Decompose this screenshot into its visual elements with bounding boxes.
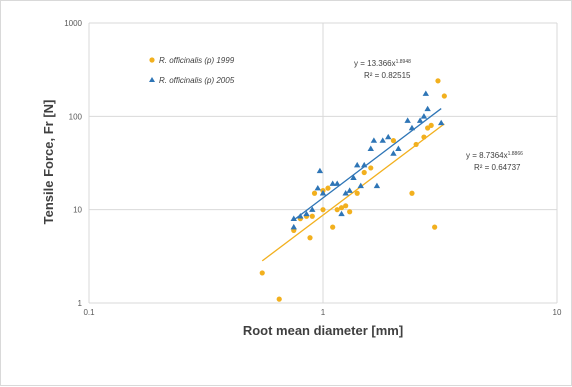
legend-marker-1999 bbox=[149, 57, 155, 63]
svg-text:y = 8.7364x1.8866: y = 8.7364x1.8866 bbox=[466, 151, 523, 160]
data-point-2005 bbox=[342, 190, 349, 196]
data-point-2005 bbox=[420, 113, 428, 119]
legend: R. officinalis (p) 1999 R. officinalis (… bbox=[149, 56, 235, 85]
x-axis-title: Root mean diameter [mm] bbox=[243, 323, 403, 338]
data-point-1999 bbox=[361, 169, 367, 176]
data-point-2005 bbox=[329, 180, 336, 186]
data-point-2005 bbox=[424, 105, 431, 112]
y-tick-label: 100 bbox=[69, 112, 83, 121]
data-point-1999 bbox=[343, 203, 349, 209]
x-tick-label: 1 bbox=[321, 308, 326, 317]
data-point-1999 bbox=[259, 270, 265, 276]
trendline-equation-2005: y = 13.366x bbox=[354, 59, 396, 68]
data-point-2005 bbox=[373, 182, 381, 189]
data-point-2005 bbox=[438, 119, 445, 126]
data-point-2005 bbox=[303, 210, 310, 217]
data-point-2005 bbox=[408, 124, 416, 131]
trendline-r2-1999: R² = 0.64737 bbox=[474, 163, 521, 172]
data-point-2005 bbox=[395, 145, 402, 151]
data-point-2005 bbox=[297, 213, 304, 219]
data-point-1999 bbox=[409, 190, 415, 196]
trendline-2005 bbox=[293, 108, 442, 221]
y-tick-label: 10 bbox=[73, 206, 82, 215]
trendline-r2-2005: R² = 0.82515 bbox=[364, 71, 411, 80]
data-point-2005 bbox=[338, 210, 345, 217]
grid bbox=[88, 22, 558, 304]
data-point-2005 bbox=[379, 137, 386, 143]
data-point-2005 bbox=[385, 133, 392, 140]
data-point-2005 bbox=[334, 180, 341, 186]
svg-text:y = 13.366x1.8948: y = 13.366x1.8948 bbox=[354, 59, 411, 68]
data-point-2005 bbox=[390, 150, 397, 156]
trendline-equation-1999: y = 8.7364x bbox=[466, 151, 508, 160]
y-tick-label: 1000 bbox=[64, 19, 82, 28]
data-point-2005 bbox=[361, 161, 368, 168]
data-point-1999 bbox=[390, 137, 397, 144]
data-point-2005 bbox=[319, 190, 327, 196]
trendline-1999 bbox=[261, 123, 445, 262]
data-point-1999 bbox=[320, 207, 326, 213]
data-point-1999 bbox=[325, 185, 331, 191]
data-point-2005 bbox=[350, 174, 357, 180]
data-point-1999 bbox=[432, 224, 438, 230]
data-point-2005 bbox=[357, 182, 364, 189]
legend-label-2005: R. officinalis (p) 2005 bbox=[159, 76, 235, 85]
data-point-2005 bbox=[353, 161, 361, 168]
y-tick-label: 1 bbox=[78, 299, 83, 308]
data-point-1999 bbox=[354, 190, 360, 196]
trendlines bbox=[261, 108, 445, 262]
data-points bbox=[259, 78, 447, 302]
data-point-1999 bbox=[435, 78, 441, 84]
data-point-1999 bbox=[309, 213, 315, 219]
data-point-2005 bbox=[404, 117, 411, 123]
data-point-1999 bbox=[311, 190, 318, 196]
data-point-2005 bbox=[370, 137, 378, 143]
x-tick-label: 10 bbox=[553, 308, 562, 317]
data-point-1999 bbox=[338, 205, 345, 211]
trendline-label-1999: y = 8.7364x1.8866 R² = 0.64737 bbox=[466, 151, 523, 172]
trendline-exponent-2005: 1.8948 bbox=[396, 59, 412, 65]
data-point-1999 bbox=[307, 235, 313, 241]
data-point-1999 bbox=[425, 125, 431, 131]
data-point-2005 bbox=[316, 167, 324, 174]
data-point-1999 bbox=[421, 134, 427, 140]
data-point-1999 bbox=[334, 207, 340, 213]
trendline-label-2005: y = 13.366x1.8948 R² = 0.82515 bbox=[354, 59, 411, 80]
data-point-1999 bbox=[368, 165, 374, 171]
y-axis-title: Tensile Force, Fr [N] bbox=[41, 100, 56, 225]
data-point-1999 bbox=[441, 93, 447, 99]
legend-label-1999: R. officinalis (p) 1999 bbox=[159, 56, 235, 65]
data-point-2005 bbox=[314, 184, 321, 191]
data-point-1999 bbox=[428, 122, 434, 128]
data-point-2005 bbox=[290, 215, 297, 221]
trendline-exponent-1999: 1.8866 bbox=[508, 151, 524, 157]
data-point-2005 bbox=[422, 90, 430, 96]
data-point-2005 bbox=[416, 117, 424, 123]
data-point-2005 bbox=[290, 223, 297, 230]
data-point-2005 bbox=[367, 145, 374, 151]
legend-marker-2005 bbox=[149, 77, 155, 82]
data-point-1999 bbox=[276, 296, 282, 302]
x-tick-label: 0.1 bbox=[83, 308, 95, 317]
data-point-2005 bbox=[309, 206, 316, 212]
data-point-1999 bbox=[347, 209, 353, 215]
data-point-1999 bbox=[330, 224, 336, 230]
data-point-2005 bbox=[346, 187, 353, 193]
data-point-1999 bbox=[413, 141, 419, 148]
